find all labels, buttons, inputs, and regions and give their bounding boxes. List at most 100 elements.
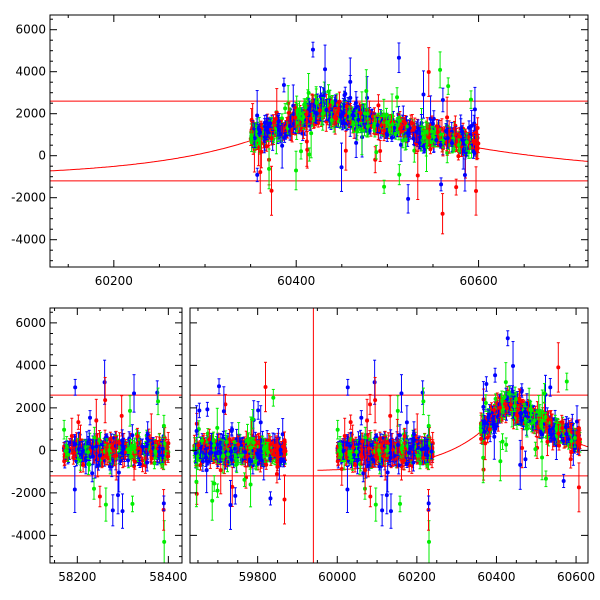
data-point — [403, 120, 408, 125]
data-point — [308, 116, 313, 121]
data-point — [333, 114, 338, 119]
data-point — [269, 136, 274, 141]
data-point — [397, 172, 402, 177]
data-point — [103, 502, 108, 507]
data-point — [474, 188, 479, 193]
data-point — [464, 140, 469, 145]
data-point — [397, 118, 402, 123]
data-point — [283, 106, 288, 111]
data-point — [382, 184, 387, 189]
plot-frame — [49, 14, 589, 268]
data-point — [417, 140, 422, 145]
data-point — [110, 508, 115, 513]
data-point — [294, 168, 299, 173]
data-point — [155, 390, 160, 395]
data-point — [269, 188, 274, 193]
data-point — [398, 142, 403, 147]
data-point — [262, 124, 267, 129]
data-point — [280, 143, 285, 148]
data-point — [440, 211, 445, 216]
data-point — [474, 130, 479, 135]
data-point — [348, 95, 353, 100]
data-point — [304, 112, 309, 117]
data-point — [428, 147, 433, 152]
data-point — [460, 137, 465, 142]
data-point — [278, 132, 283, 137]
data-point — [306, 90, 311, 95]
data-point — [103, 398, 108, 403]
data-point — [321, 93, 326, 98]
data-point — [365, 111, 370, 116]
data-point — [468, 97, 473, 102]
data-point — [138, 461, 143, 466]
data-point — [376, 128, 381, 133]
data-point — [365, 95, 370, 100]
data-point — [115, 493, 120, 498]
data-point — [354, 140, 359, 145]
data-point — [446, 84, 451, 89]
data-point — [329, 118, 334, 123]
data-point — [300, 131, 305, 136]
data-point — [255, 172, 260, 177]
plot-area — [50, 41, 588, 235]
data-point — [435, 130, 440, 135]
data-point — [389, 135, 394, 140]
data-point — [384, 131, 389, 136]
data-point — [411, 136, 416, 141]
data-point — [396, 55, 401, 60]
data-point — [426, 70, 431, 75]
data-point — [400, 138, 405, 143]
data-point — [92, 486, 97, 491]
data-point — [462, 172, 467, 177]
data-point — [314, 100, 319, 105]
data-point — [440, 97, 445, 102]
data-point — [102, 380, 107, 385]
data-point — [375, 123, 380, 128]
data-point — [475, 126, 480, 131]
y-tick-label: 6000 — [15, 23, 46, 37]
data-point — [118, 458, 123, 463]
data-point — [365, 124, 370, 129]
data-point — [456, 154, 461, 159]
data-point — [454, 185, 459, 190]
data-point — [117, 440, 122, 445]
data-point — [406, 196, 411, 201]
data-point — [307, 152, 312, 157]
data-point — [343, 148, 348, 153]
data-point — [338, 114, 343, 119]
data-point — [279, 116, 284, 121]
data-point — [471, 138, 476, 143]
data-point — [88, 415, 93, 420]
data-point — [404, 124, 409, 129]
x-tick-label: 60600 — [459, 274, 497, 288]
data-point — [262, 135, 267, 140]
data-point — [469, 123, 474, 128]
data-point — [309, 131, 314, 136]
data-point — [445, 136, 450, 141]
y-tick-label: -2000 — [11, 191, 46, 205]
data-point — [445, 115, 450, 120]
data-point — [382, 128, 387, 133]
data-point — [273, 116, 278, 121]
data-point — [255, 113, 260, 118]
data-point — [72, 487, 77, 492]
data-point — [457, 134, 462, 139]
data-point — [286, 101, 291, 106]
data-point — [472, 150, 477, 155]
data-point — [445, 150, 450, 155]
data-point — [358, 111, 363, 116]
data-point — [415, 173, 420, 178]
y-tick-label: 4000 — [15, 65, 46, 79]
data-point — [324, 107, 329, 112]
data-point — [376, 103, 381, 108]
data-point — [439, 182, 444, 187]
data-point — [419, 125, 424, 130]
data-point — [434, 124, 439, 129]
data-point — [342, 93, 347, 98]
data-point — [339, 165, 344, 170]
data-point — [456, 142, 461, 147]
data-point — [323, 67, 328, 72]
y-tick-label: 2000 — [15, 107, 46, 121]
data-point — [330, 100, 335, 105]
